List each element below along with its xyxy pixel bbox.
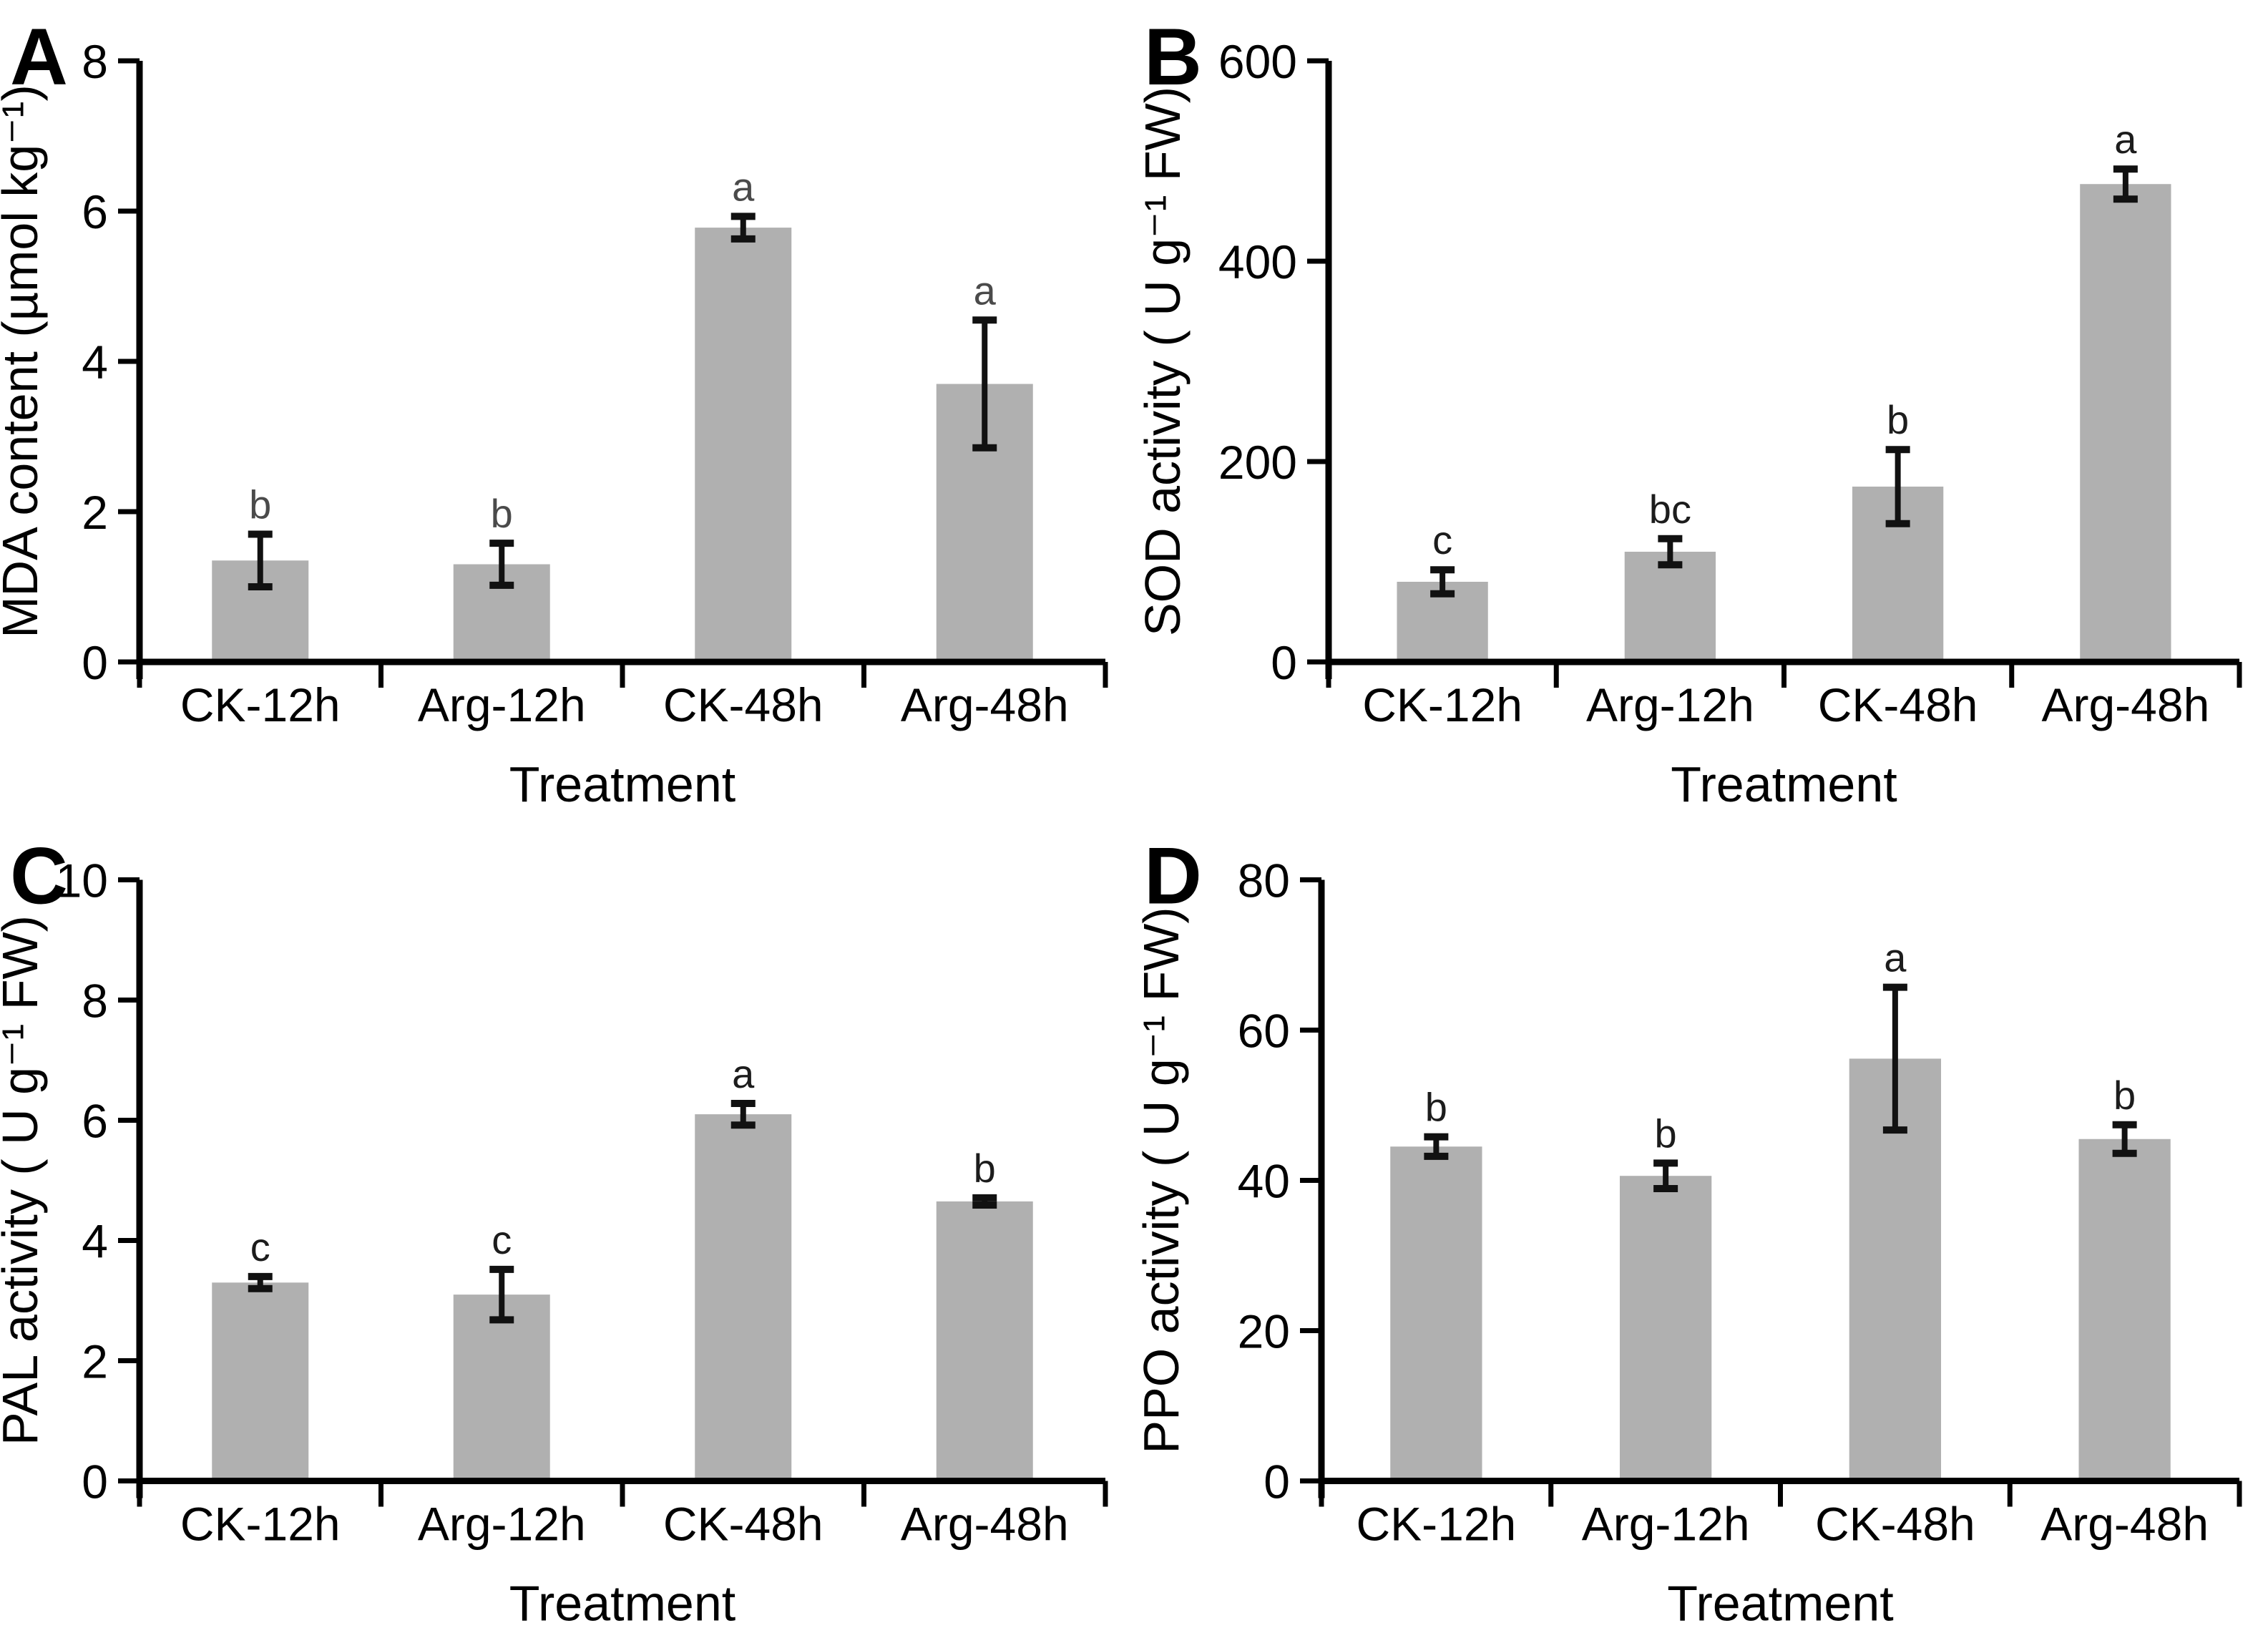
y-axis-title: SOD activity ( U g⁻¹ FW) [1135, 87, 1191, 636]
y-tick-label: 200 [1218, 436, 1297, 489]
x-axis-title: Treatment [509, 1576, 735, 1632]
significance-letter: b [1887, 397, 1909, 442]
y-tick-label: 400 [1218, 235, 1297, 288]
bar [1624, 552, 1716, 662]
y-axis-title: PAL activity ( U g⁻¹ FW) [0, 915, 48, 1446]
y-tick-label: 40 [1238, 1154, 1290, 1207]
y-tick-label: 4 [82, 1214, 108, 1267]
category-label: CK-12h [1362, 678, 1522, 731]
significance-letter: b [1655, 1111, 1677, 1156]
bar [936, 1201, 1033, 1481]
significance-letter: bc [1649, 487, 1691, 532]
bar [1619, 1176, 1712, 1481]
y-tick-label: 6 [82, 185, 108, 238]
y-tick-label: 0 [82, 1455, 108, 1508]
category-label: CK-12h [180, 678, 341, 731]
y-tick-label: 20 [1238, 1305, 1290, 1357]
y-tick-label: 0 [1271, 636, 1297, 689]
y-tick-label: 0 [82, 636, 108, 689]
bar [2078, 1139, 2171, 1481]
y-tick-label: 60 [1238, 1004, 1290, 1057]
significance-letter: c [492, 1217, 512, 1262]
significance-letter: a [1884, 935, 1907, 980]
significance-letter: b [491, 491, 513, 536]
category-label: Arg-12h [418, 1498, 586, 1551]
y-tick-label: 80 [1238, 854, 1290, 907]
y-tick-label: 600 [1218, 35, 1297, 88]
significance-letter: a [974, 268, 997, 313]
x-axis-title: Treatment [1671, 756, 1897, 812]
category-label: CK-12h [180, 1498, 341, 1551]
category-label: Arg-48h [901, 1498, 1069, 1551]
category-label: CK-48h [1815, 1498, 1975, 1551]
bar [695, 1114, 792, 1481]
y-tick-label: 0 [1263, 1455, 1290, 1508]
panel-d-ppo-activity: D PPO activity ( U g⁻¹ FW) 0 20 40 60 80 b b a b CK… [1134, 819, 2268, 1638]
significance-letter: c [1432, 517, 1452, 562]
significance-letter: c [250, 1224, 270, 1269]
panel-b-sod-activity: B SOD activity ( U g⁻¹ FW) 0 200 400 600 c bc b a… [1134, 0, 2268, 819]
panel-letter: B [1144, 12, 1202, 102]
category-label: Arg-12h [1586, 678, 1754, 731]
x-axis-title: Treatment [509, 756, 735, 812]
y-tick-label: 4 [82, 336, 108, 389]
bar [695, 228, 792, 663]
bar [1390, 1146, 1482, 1481]
significance-letter: a [732, 1051, 755, 1096]
category-label: Arg-48h [2041, 678, 2209, 731]
bar [212, 1282, 309, 1481]
category-label: Arg-48h [901, 678, 1069, 731]
y-tick-label: 10 [56, 854, 108, 907]
y-tick-label: 2 [82, 486, 108, 539]
y-tick-label: 2 [82, 1335, 108, 1388]
y-axis-title: PPO activity ( U g⁻¹ FW) [1134, 907, 1189, 1453]
category-label: CK-48h [1818, 678, 1978, 731]
category-label: CK-48h [663, 1498, 823, 1551]
significance-letter: b [2113, 1073, 2136, 1118]
significance-letter: a [732, 164, 755, 209]
category-label: Arg-12h [1582, 1498, 1750, 1551]
y-tick-label: 8 [82, 974, 108, 1027]
category-label: Arg-48h [2040, 1498, 2209, 1551]
x-axis-title: Treatment [1667, 1576, 1893, 1632]
panel-letter: C [10, 832, 68, 921]
bar [2080, 184, 2171, 662]
significance-letter: b [249, 482, 271, 527]
y-tick-label: 8 [82, 35, 108, 88]
panel-letter: A [10, 12, 68, 102]
bar [453, 1295, 550, 1481]
panel-letter: D [1144, 832, 1202, 921]
significance-letter: a [2114, 117, 2137, 162]
category-label: CK-48h [663, 678, 823, 731]
significance-letter: b [974, 1146, 996, 1191]
category-label: CK-12h [1356, 1498, 1516, 1551]
panel-a-mda-content: A MDA content (µmol kg⁻¹) 0 2 4 6 8 b b a a CK-12h A… [0, 0, 1134, 819]
y-axis-title: MDA content (µmol kg⁻¹) [0, 84, 48, 638]
significance-letter: b [1425, 1085, 1447, 1130]
category-label: Arg-12h [418, 678, 586, 731]
y-tick-label: 6 [82, 1094, 108, 1147]
